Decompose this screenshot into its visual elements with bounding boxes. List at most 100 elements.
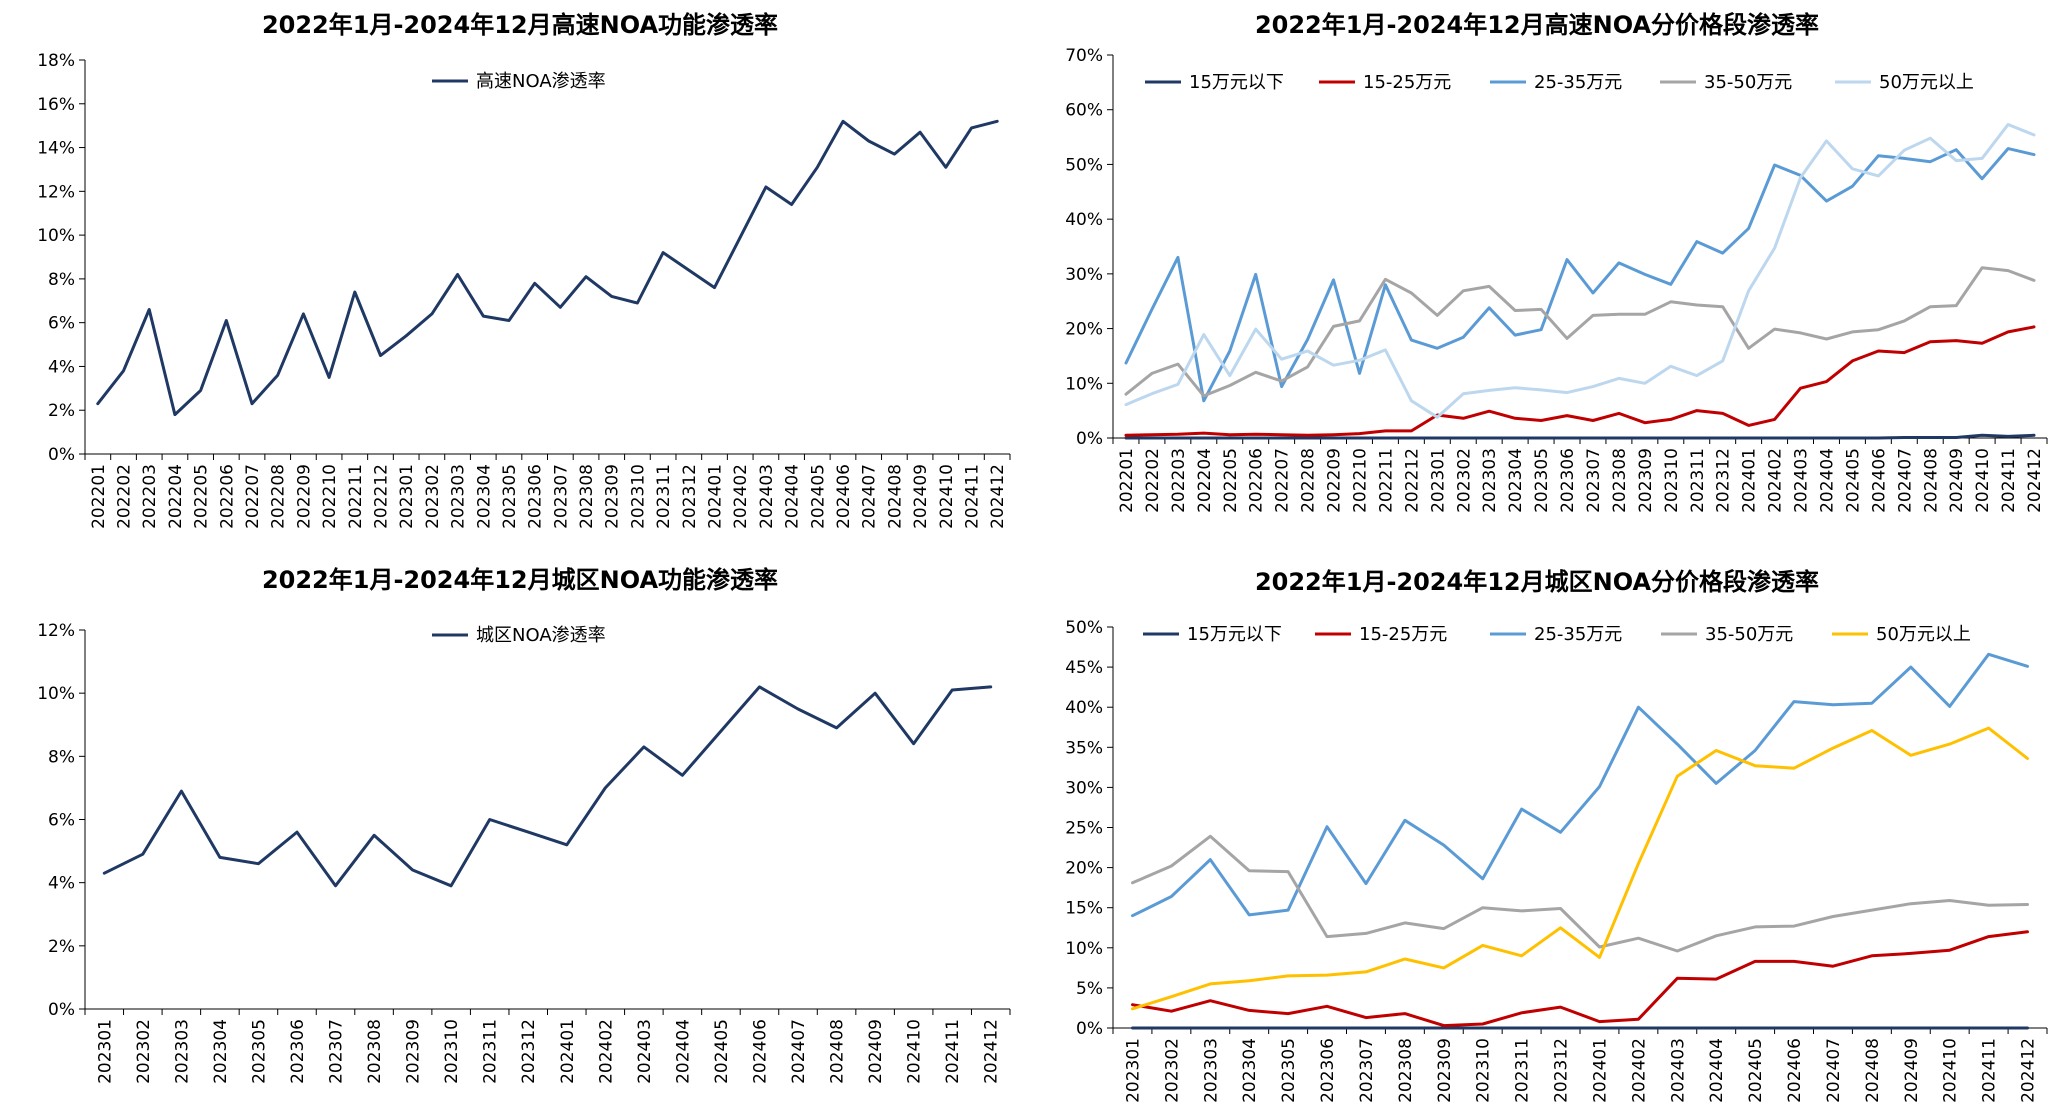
chart-panel-urban-price: 2022年1月-2024年12月城区NOA分价格段渗透率 0% 5% 10% 15% 20… [1035, 555, 2069, 1108]
x-tick-label: 202406 [750, 1019, 770, 1084]
x-tick-label: 202301 [1428, 448, 1448, 513]
x-tick-label: 202405 [1843, 448, 1863, 513]
x-tick-label: 202212 [371, 464, 391, 529]
y-tick-label: 0% [1076, 429, 1103, 449]
y-tick-label: 16% [37, 95, 75, 115]
x-tick-label: 202210 [1350, 448, 1370, 513]
series-line-5 [1131, 726, 2029, 1011]
x-tick-label: 202404 [783, 464, 803, 529]
x-tick-label: 202407 [860, 464, 880, 529]
x-tick-label: 202207 [243, 464, 263, 529]
y-tick-label: 25% [1065, 819, 1103, 839]
x-tick-label: 202409 [1902, 1038, 1922, 1103]
x-tick-label: 202308 [1610, 448, 1630, 513]
x-tick-label: 202311 [481, 1019, 501, 1084]
x-tick-label: 202308 [577, 464, 597, 529]
legend-item: 35-50万元 [1661, 624, 1793, 645]
x-tick-label: 202301 [95, 1019, 115, 1084]
legend-item: 城区NOA渗透率 [432, 625, 606, 646]
y-tick-label: 20% [1065, 320, 1103, 340]
y-tick-label: 2% [48, 937, 75, 957]
x-tick-label: 202304 [1240, 1038, 1260, 1103]
series-line-2 [1124, 325, 2036, 437]
x-tick-label: 202305 [1532, 448, 1552, 513]
x-tick-label: 202302 [423, 464, 443, 529]
chart-urban-overall: 2022年1月-2024年12月城区NOA功能渗透率 0% 2% 4% 6% 8% 10% 1… [37, 566, 1011, 1084]
x-tick-label: 202308 [365, 1019, 385, 1084]
y-tick-label: 40% [1065, 698, 1103, 718]
legend-item: 15-25万元 [1315, 624, 1447, 645]
y-tick-label: 0% [48, 1000, 75, 1020]
x-tick-label: 202303 [449, 464, 469, 529]
series-line-4 [1131, 834, 2029, 953]
x-tick-label: 202306 [1318, 1038, 1338, 1103]
chart-title: 2022年1月-2024年12月城区NOA功能渗透率 [262, 566, 778, 594]
x-tick-label: 202307 [551, 464, 571, 529]
x-tick-label: 202309 [404, 1019, 424, 1084]
x-tick-label: 202305 [249, 1019, 269, 1084]
x-tick-label: 202307 [1357, 1038, 1377, 1103]
x-tick-label: 202301 [397, 464, 417, 529]
x-tick-label: 202205 [192, 464, 212, 529]
y-tick-label: 50% [1065, 155, 1103, 175]
y-tick-label: 0% [1076, 1019, 1103, 1039]
legend-item: 25-35万元 [1490, 72, 1622, 93]
x-tick-label: 202306 [1558, 448, 1578, 513]
y-tick-label: 30% [1065, 265, 1103, 285]
y-tick-label: 8% [48, 747, 75, 767]
x-tick-label: 202312 [1714, 448, 1734, 513]
legend-label: 15-25万元 [1359, 624, 1447, 645]
chart-panel-highway-price: 2022年1月-2024年12月高速NOA分价格段渗透率 0% 10% 20% 30% 4… [1035, 0, 2069, 540]
x-tick-label: 202403 [1668, 1038, 1688, 1103]
x-tick-label: 202201 [89, 464, 109, 529]
x-tick-label: 202206 [1247, 448, 1267, 513]
chart-highway-overall: 2022年1月-2024年12月高速NOA功能渗透率 0% 2% 4% 6% 8% 10% 1… [37, 11, 1011, 529]
x-tick-label: 202304 [211, 1019, 231, 1084]
y-tick-label: 10% [37, 684, 75, 704]
x-tick-label: 202406 [834, 464, 854, 529]
x-tick-label: 202201 [1117, 448, 1137, 513]
y-tick-label: 5% [1076, 979, 1103, 999]
x-tick-label: 202212 [1402, 448, 1422, 513]
y-tick-label: 12% [37, 621, 75, 641]
x-tick-label: 202404 [1817, 448, 1837, 513]
x-tick-label: 202309 [1435, 1038, 1455, 1103]
x-tick-label: 202203 [140, 464, 160, 529]
x-tick-label: 202405 [808, 464, 828, 529]
chart-panel-highway-overall: 2022年1月-2024年12月高速NOA功能渗透率 0% 2% 4% 6% 8% 10% 1… [0, 0, 1030, 540]
x-tick-label: 202408 [828, 1019, 848, 1084]
x-tick-label: 202404 [1707, 1038, 1727, 1103]
x-tick-label: 202311 [654, 464, 674, 529]
x-tick-label: 202411 [943, 1019, 963, 1084]
y-tick-label: 6% [48, 314, 75, 334]
y-tick-label: 35% [1065, 738, 1103, 758]
series-line-2 [1131, 930, 2029, 1028]
x-tick-label: 202301 [1123, 1038, 1143, 1103]
series-line-1 [1124, 433, 2036, 440]
legend-label: 50万元以上 [1876, 624, 1971, 645]
x-tick-label: 202310 [1662, 448, 1682, 513]
x-tick-label: 202303 [1201, 1038, 1221, 1103]
x-tick-label: 202407 [789, 1019, 809, 1084]
x-tick-label: 202302 [134, 1019, 154, 1084]
y-tick-label: 4% [48, 357, 75, 377]
x-tick-label: 202307 [327, 1019, 347, 1084]
y-tick-label: 0% [48, 445, 75, 465]
x-tick-label: 202204 [166, 464, 186, 529]
legend-item: 高速NOA渗透率 [432, 71, 606, 92]
series-line-1 [102, 685, 993, 888]
x-tick-label: 202406 [1785, 1038, 1805, 1103]
y-tick-label: 40% [1065, 210, 1103, 230]
x-tick-label: 202401 [1740, 448, 1760, 513]
x-tick-label: 202412 [2025, 448, 2045, 513]
x-tick-label: 202303 [1480, 448, 1500, 513]
legend-item: 50万元以上 [1832, 624, 1971, 645]
x-tick-label: 202312 [519, 1019, 539, 1084]
x-tick-label: 202302 [1162, 1038, 1182, 1103]
x-tick-label: 202308 [1396, 1038, 1416, 1103]
x-tick-label: 202410 [937, 464, 957, 529]
x-tick-label: 202411 [962, 464, 982, 529]
x-tick-label: 202309 [603, 464, 623, 529]
y-tick-label: 2% [48, 401, 75, 421]
x-tick-label: 202410 [1973, 448, 1993, 513]
